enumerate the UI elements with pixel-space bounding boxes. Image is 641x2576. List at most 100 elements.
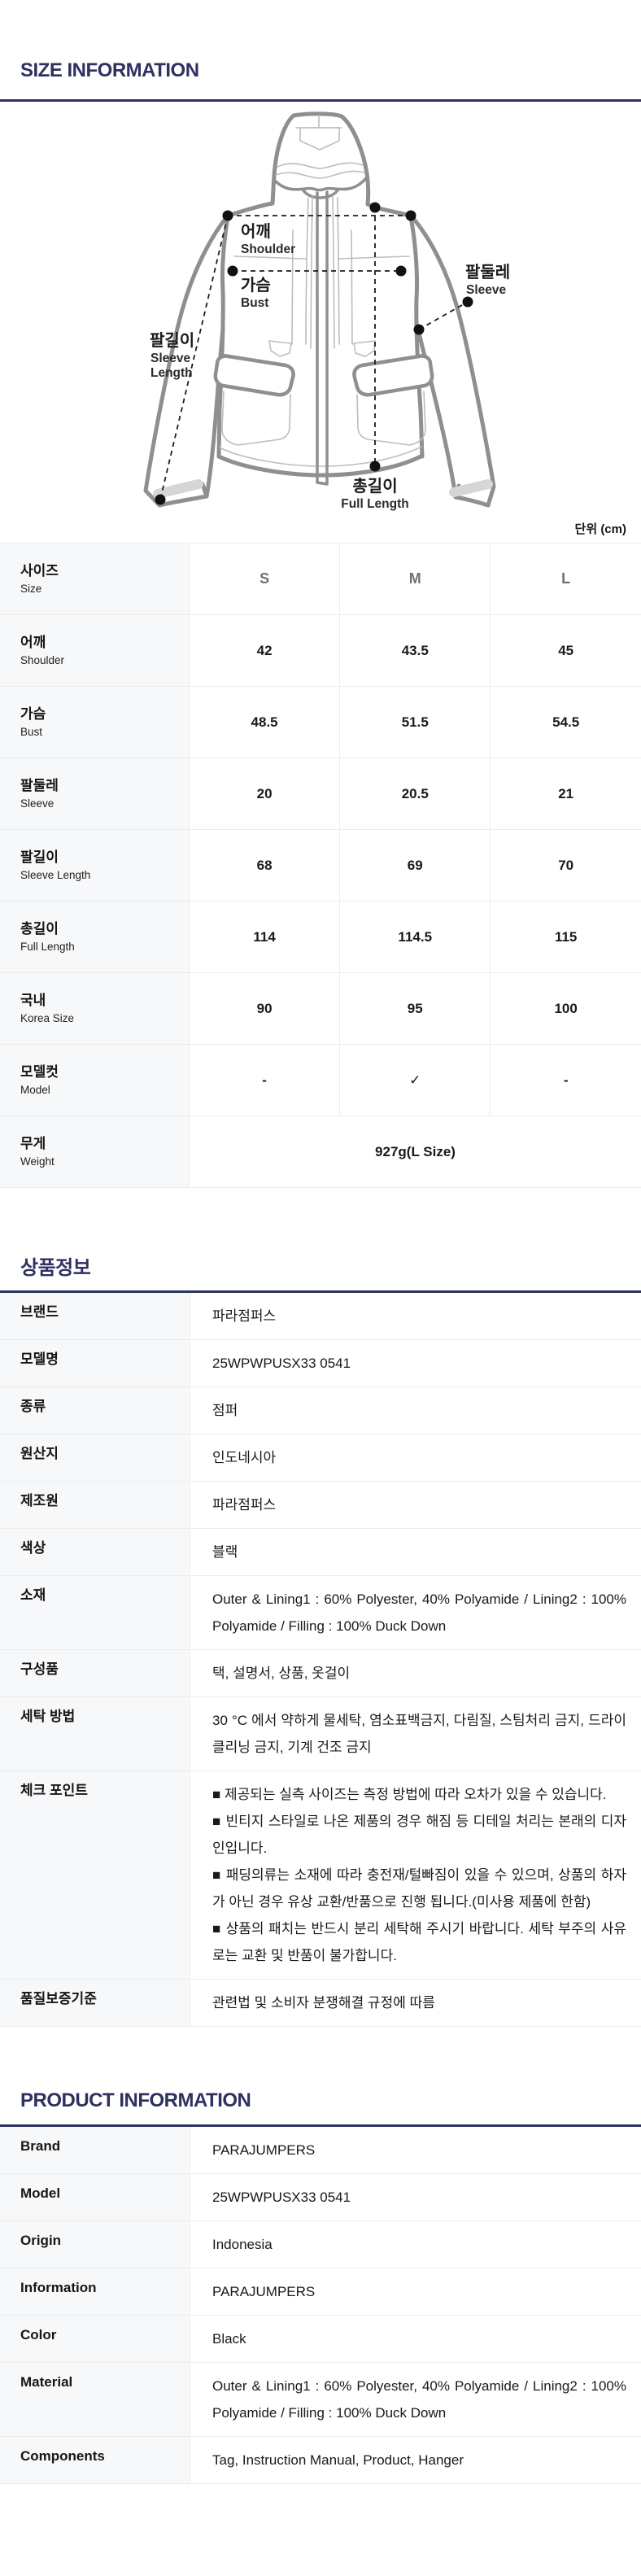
product-info-ko-title: 상품정보 (20, 1257, 91, 1279)
row-label: 무게 Weight (0, 1116, 190, 1188)
row-label-en: Shoulder (20, 654, 65, 666)
value-line: 파라점퍼스 (212, 1308, 277, 1324)
row-value: 관련법 및 소비자 분쟁해결 규정에 따름 (190, 1979, 641, 2027)
row-label: 가슴 Bust (0, 686, 190, 758)
weight-value: 927g(L Size) (189, 1116, 641, 1188)
size-value: 114 (188, 901, 340, 973)
value-line: ■ 빈티지 스타일로 나온 제품의 경우 해짐 등 디테일 처리는 본래의 디자… (212, 1814, 626, 1856)
diagram-label-sleeve-length-ko: 팔길이 (150, 331, 194, 350)
row-label: 소재 (0, 1575, 190, 1650)
row-label-ko: 세탁 방법 (20, 1709, 76, 1724)
diagram-label-shoulder-en: Shoulder (241, 242, 295, 256)
info-table-row: 종류 점퍼 (0, 1386, 641, 1434)
row-value: 25WPWPUSX33 0541 (190, 1339, 641, 1387)
row-value: 파라점퍼스 (190, 1481, 641, 1529)
row-label-en: Full Length (20, 941, 75, 953)
row-label-en: Sleeve Length (20, 869, 91, 881)
value-line: 30 °C 에서 약하게 물세탁, 염소표백금지, 다림질, 스팀처리 금지, … (212, 1713, 626, 1755)
size-table-row: 국내 Korea Size 90 95 100 (0, 972, 641, 1045)
info-table-row: Model 25WPWPUSX33 0541 (0, 2173, 641, 2221)
row-label-ko: 총길이 (20, 921, 59, 937)
row-label: 국내 Korea Size (0, 972, 190, 1045)
size-value: 20 (188, 758, 340, 830)
row-label-ko: Brand (20, 2138, 61, 2154)
size-value: ✓ (339, 1044, 491, 1116)
value-line: PARAJUMPERS (212, 2284, 316, 2299)
info-table-row: 원산지 인도네시아 (0, 1434, 641, 1482)
diagram-label-sleeve-en: Sleeve (466, 283, 507, 297)
size-value: - (188, 1044, 340, 1116)
value-line: ■ 상품의 패치는 반드시 분리 세탁해 주시기 바랍니다. 세탁 부주의 사유… (212, 1921, 626, 1963)
size-value: 70 (490, 829, 641, 902)
row-label-ko: 종류 (20, 1399, 46, 1414)
row-label: Color (0, 2315, 190, 2363)
row-label: Origin (0, 2220, 190, 2268)
diagram-label-full-length-en: Full Length (341, 497, 409, 511)
info-table-row: 구성품 택, 설명서, 상품, 옷걸이 (0, 1649, 641, 1697)
value-line: Black (212, 2331, 246, 2347)
row-label: 체크 포인트 (0, 1770, 190, 1980)
row-label: 제조원 (0, 1481, 190, 1529)
row-value: 25WPWPUSX33 0541 (190, 2173, 641, 2221)
diagram-label-full-length-ko: 총길이 (352, 477, 397, 496)
row-label-en: Weight (20, 1155, 55, 1168)
info-table-row: 브랜드 파라점퍼스 (0, 1291, 641, 1340)
row-label-ko: Information (20, 2280, 97, 2295)
row-label: 모델명 (0, 1339, 190, 1387)
diagram-label-bust-ko: 가슴 (241, 276, 271, 295)
row-value: Outer & Lining1 : 60% Polyester, 40% Pol… (190, 1575, 641, 1650)
row-label-en: Korea Size (20, 1012, 75, 1024)
info-table-row: 모델명 25WPWPUSX33 0541 (0, 1339, 641, 1387)
value-line: PARAJUMPERS (212, 2142, 316, 2158)
product-info-en-table: Brand PARAJUMPERS Model 25WPWPUSX33 0541 Ori… (0, 2124, 641, 2484)
row-label-en: Size (20, 583, 42, 595)
info-table-row: Brand PARAJUMPERS (0, 2125, 641, 2174)
value-line: 25WPWPUSX33 0541 (212, 2190, 351, 2205)
value-line: ■ 제공되는 실측 사이즈는 측정 방법에 따라 오차가 있을 수 있습니다. (212, 1787, 607, 1802)
row-label: Brand (0, 2125, 190, 2174)
row-label: Material (0, 2362, 190, 2437)
diagram-label-sleeve-length-en2: Length (150, 366, 193, 380)
value-line: 블랙 (212, 1544, 238, 1560)
size-value: 54.5 (490, 686, 641, 758)
diagram-label-shoulder-ko: 어깨 (241, 222, 271, 241)
info-table-row: 제조원 파라점퍼스 (0, 1481, 641, 1529)
size-table-row: 총길이 Full Length 114 114.5 115 (0, 901, 641, 973)
row-label: Model (0, 2173, 190, 2221)
info-table-row: 세탁 방법 30 °C 에서 약하게 물세탁, 염소표백금지, 다림질, 스팀처리… (0, 1696, 641, 1771)
size-value: - (490, 1044, 641, 1116)
row-label: 총길이 Full Length (0, 901, 190, 973)
row-value: PARAJUMPERS (190, 2268, 641, 2316)
row-label: 원산지 (0, 1434, 190, 1482)
row-label-en: Bust (20, 726, 43, 738)
size-value: 115 (490, 901, 641, 973)
value-line: Outer & Lining1 : 60% Polyester, 40% Pol… (212, 2378, 626, 2421)
info-table-row: Components Tag, Instruction Manual, Produ… (0, 2436, 641, 2484)
value-line: ■ 패딩의류는 소재에 따라 충전재/털빠짐이 있을 수 있으며, 상품의 하자… (212, 1867, 626, 1910)
size-table-header-row: 사이즈 Size S M L (0, 543, 641, 615)
row-label: Components (0, 2436, 190, 2484)
row-label: 모델컷 Model (0, 1044, 190, 1116)
product-info-en-title: PRODUCT INFORMATION (20, 2089, 251, 2111)
value-line: 관련법 및 소비자 분쟁해결 규정에 따름 (212, 1995, 435, 2011)
row-label-ko: 사이즈 (20, 563, 59, 579)
size-value: 21 (490, 758, 641, 830)
row-value: Tag, Instruction Manual, Product, Hanger (190, 2436, 641, 2484)
size-value: 114.5 (339, 901, 491, 973)
product-info-en-section: PRODUCT INFORMATION Brand PARAJUMPERS Mode… (0, 2089, 641, 2484)
row-label-ko: 품질보증기준 (20, 1991, 97, 2006)
size-value: 90 (188, 972, 340, 1045)
info-table-row: Origin Indonesia (0, 2220, 641, 2268)
row-label-ko: 구성품 (20, 1661, 59, 1677)
row-value: 인도네시아 (190, 1434, 641, 1482)
row-label: 팔길이 Sleeve Length (0, 829, 190, 902)
row-label-ko: Color (20, 2327, 57, 2342)
info-table-row: Color Black (0, 2315, 641, 2363)
diagram-label-sleeve-length-en1: Sleeve (150, 351, 191, 365)
row-value: Outer & Lining1 : 60% Polyester, 40% Pol… (190, 2362, 641, 2437)
row-value: 점퍼 (190, 1386, 641, 1434)
row-label-ko: 제조원 (20, 1493, 59, 1508)
value-line: Indonesia (212, 2237, 273, 2252)
row-value: ■ 제공되는 실측 사이즈는 측정 방법에 따라 오차가 있을 수 있습니다. ■… (190, 1770, 641, 1980)
